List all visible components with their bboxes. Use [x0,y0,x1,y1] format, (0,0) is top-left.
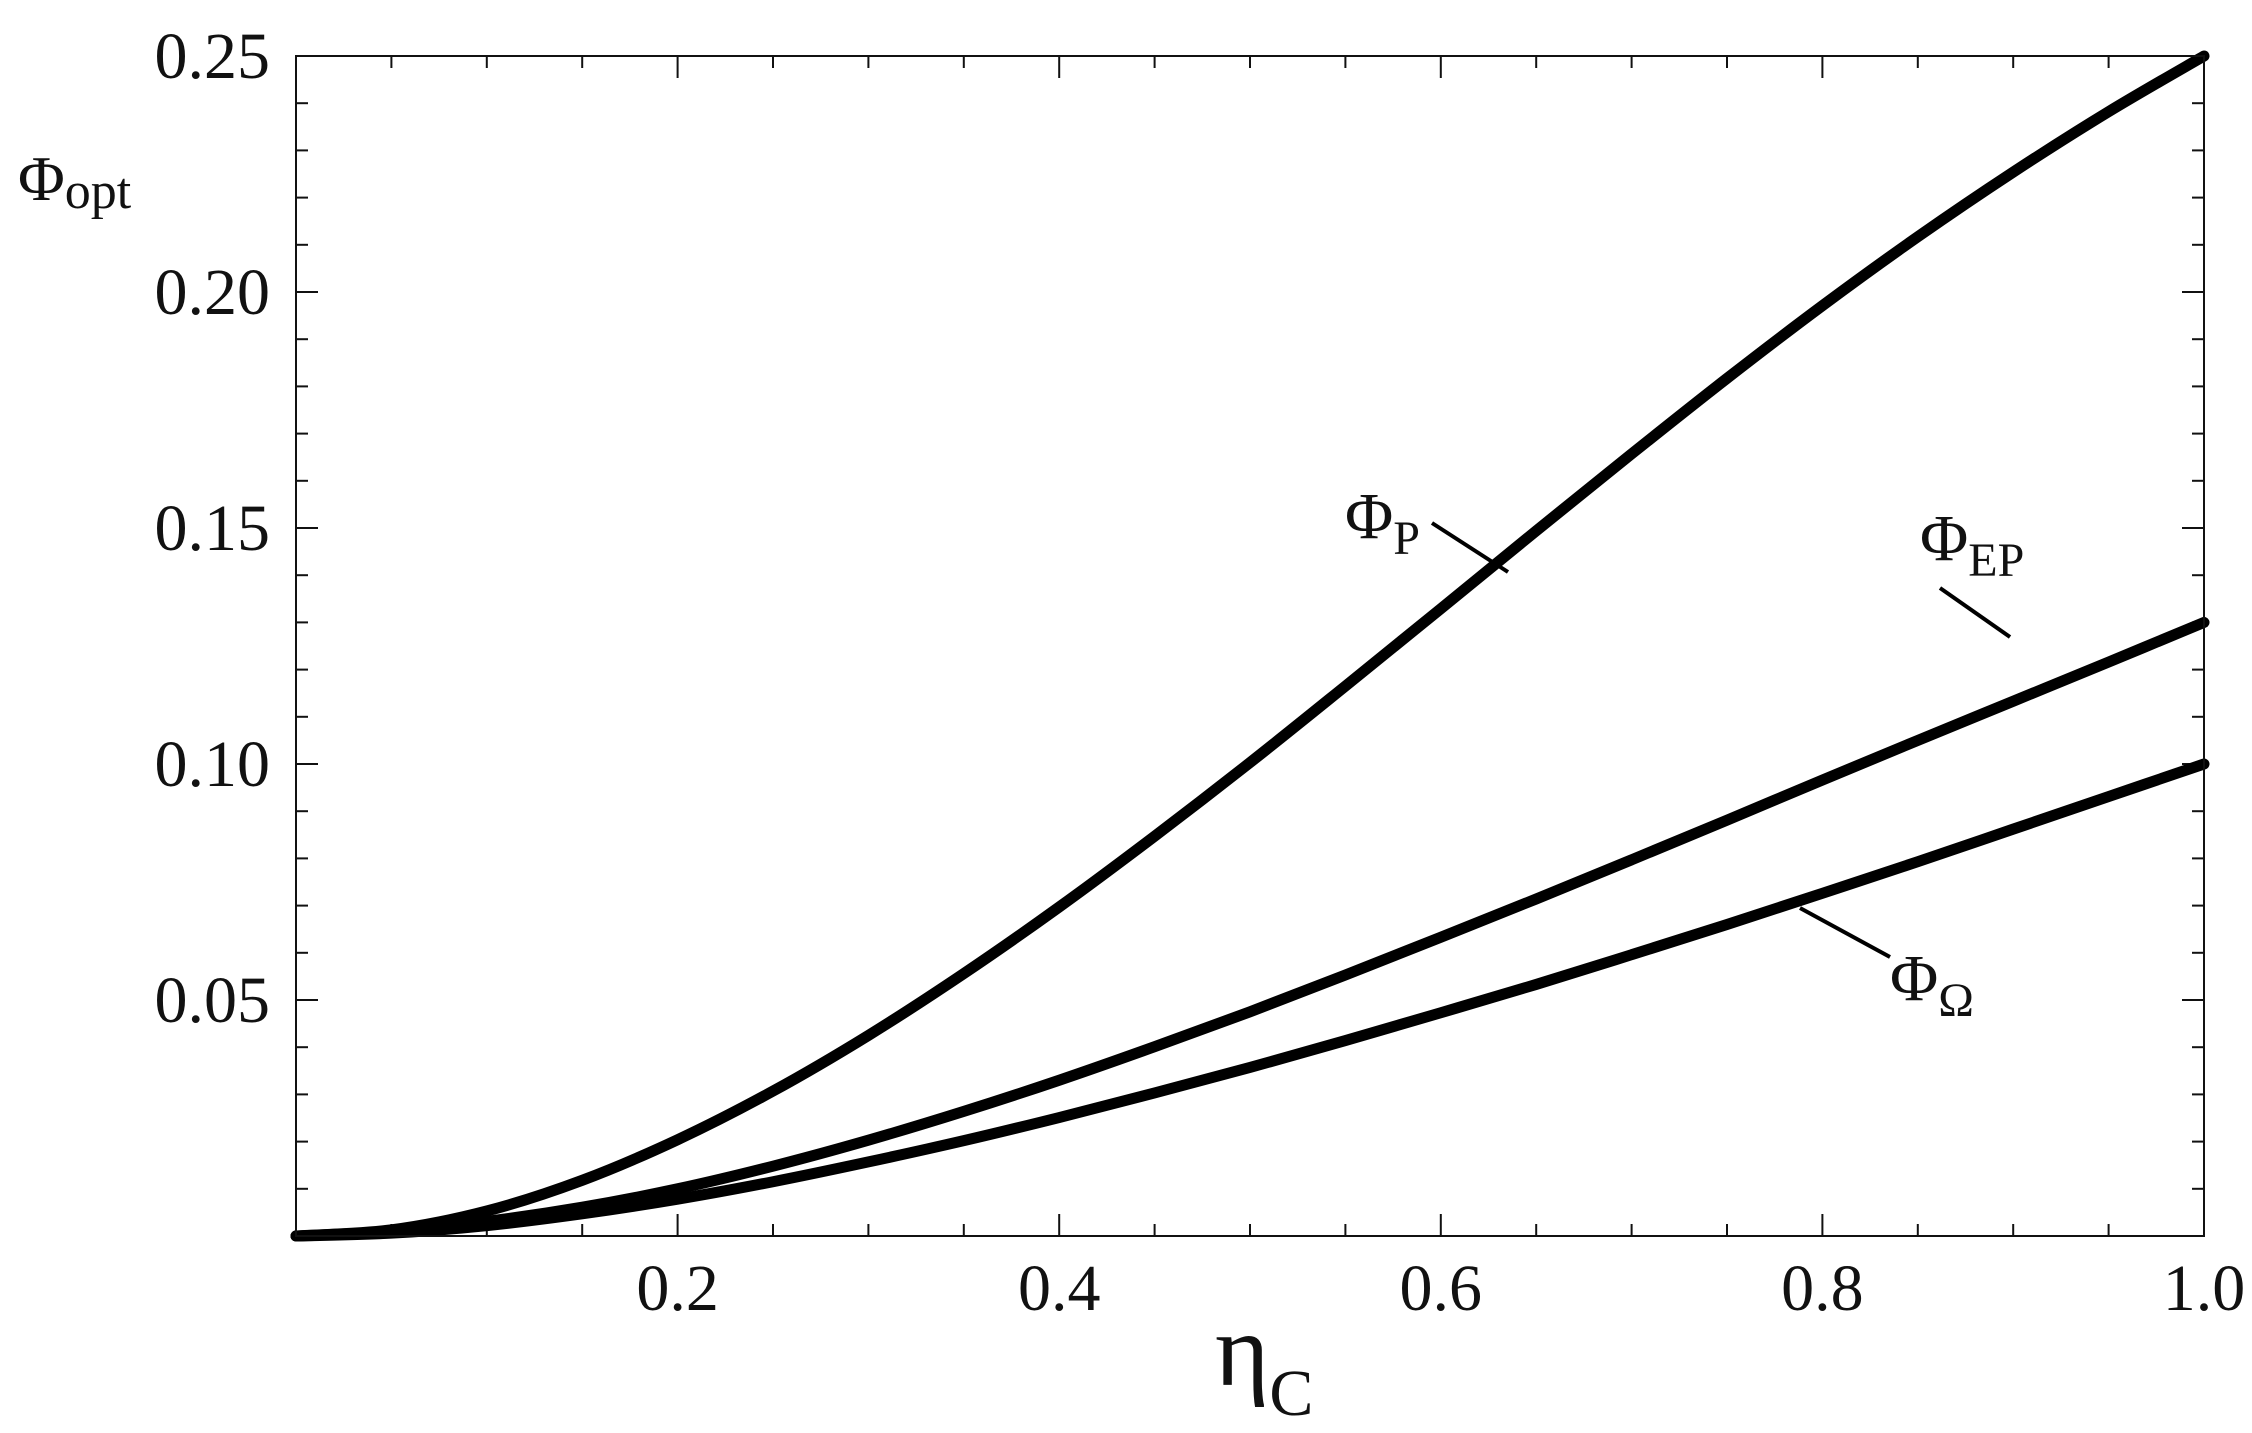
series-line-phi-omega [290,758,2210,1242]
y-tick-label: 0.15 [155,492,271,565]
y-tick-label: 0.25 [155,20,271,93]
x-tick-label: 0.4 [1018,1252,1101,1325]
plot-frame [295,55,2205,1237]
leader-line-phi-ep [1938,586,2012,639]
x-tick-label: 0.2 [636,1252,719,1325]
series-line-phi-p [290,50,2210,1242]
y-axis-title-sub: opt [65,163,132,220]
series-line-phi-ep [290,616,2210,1242]
minor-ticks [296,56,2204,1236]
series-lines [290,50,2210,1242]
series-label-phi-ep-sub: EP [1968,534,2024,587]
x-axis-title: ηC [1215,1293,1313,1430]
x-axis-title-main: η [1215,1293,1269,1408]
x-tick-label: 0.6 [1400,1252,1483,1325]
x-axis-title-sub: C [1269,1357,1313,1430]
y-tick-label: 0.10 [155,728,271,801]
leader-line-phi-omega [1799,906,1891,959]
series-label-phi-p-main: Φ [1345,480,1393,553]
leader-lines [1430,521,2012,959]
y-axis-title: Φopt [18,143,132,220]
y-axis-title-main: Φ [18,143,65,214]
leader-line-phi-p [1430,521,1510,574]
series-label-phi-ep: ΦEP [1920,502,2024,587]
series-label-phi-omega: ΦΩ [1890,942,1974,1027]
y-tick-labels: 0.05 0.10 0.15 0.20 0.25 [155,20,271,1037]
series-label-phi-p-sub: P [1393,512,1420,565]
x-tick-label: 1.0 [2163,1252,2246,1325]
y-tick-label: 0.05 [155,964,271,1037]
series-label-phi-omega-main: Φ [1890,942,1938,1015]
y-tick-label: 0.20 [155,256,271,329]
series-label-phi-ep-main: Φ [1920,502,1968,575]
series-label-phi-p: ΦP [1345,480,1420,565]
x-tick-labels: 0.2 0.4 0.6 0.8 1.0 [636,1252,2245,1325]
series-label-phi-omega-sub: Ω [1938,974,1974,1027]
x-tick-label: 0.8 [1781,1252,1864,1325]
